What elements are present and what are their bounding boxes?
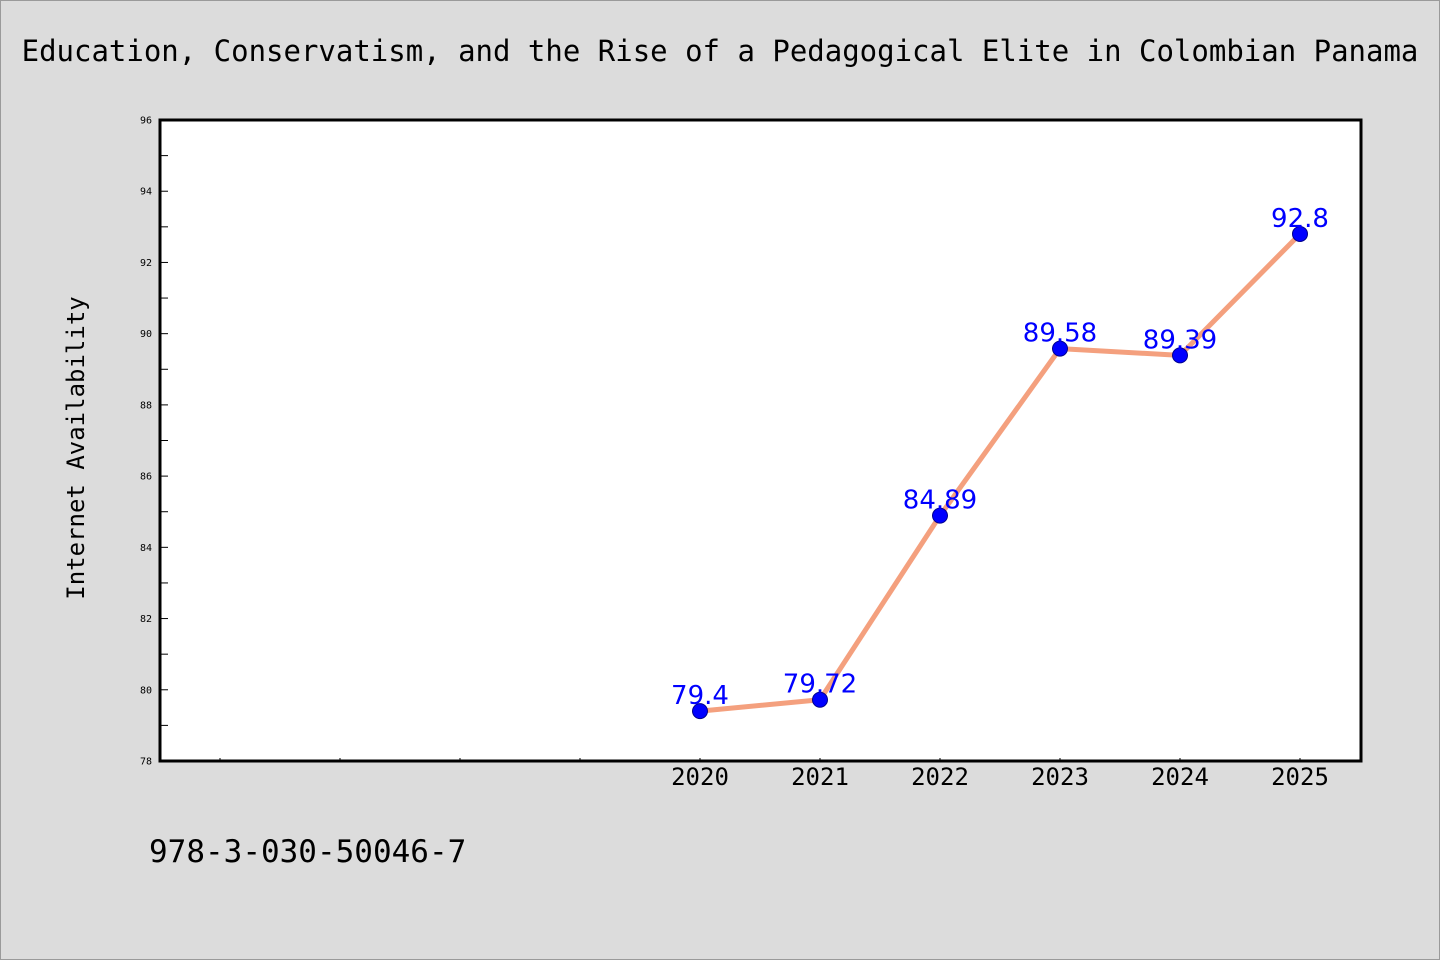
x-tick-label: 2021 (791, 763, 849, 791)
plot-area (160, 120, 1361, 761)
data-points (692, 225, 1308, 720)
y-tick-label: 80 (140, 685, 152, 696)
isbn-text: 978-3-030-50046-7 (149, 834, 467, 870)
x-tick-label: 2025 (1271, 763, 1329, 791)
data-point (1292, 225, 1308, 242)
chart-title: Education, Conservatism, and the Rise of… (21, 34, 1419, 68)
data-label: 84.89 (903, 486, 977, 516)
data-point (812, 691, 828, 708)
y-tick-label: 96 (140, 116, 152, 127)
y-tick-label: 82 (140, 614, 152, 625)
x-tick-label: 2022 (911, 763, 969, 791)
data-label: 89.58 (1023, 319, 1097, 349)
y-tick-label: 84 (140, 543, 152, 554)
x-tick-label: 2024 (1151, 763, 1209, 791)
y-tick-label: 88 (140, 400, 152, 411)
data-label: 79.72 (783, 670, 857, 700)
plot-border (158, 118, 1363, 763)
data-point (1172, 347, 1188, 364)
data-labels: 79.4 79.72 84.89 89.58 89.39 92.8 (671, 204, 1329, 711)
y-tick-label: 90 (140, 329, 152, 340)
y-tick-label: 86 (140, 472, 152, 483)
data-point (692, 703, 708, 720)
series-line (697, 231, 1303, 714)
y-tick-label: 78 (140, 757, 152, 768)
y-tick-label: 92 (140, 258, 152, 269)
x-tick-labels: 2020 2021 2022 2023 2024 2025 (671, 758, 1329, 791)
x-tick-label: 2020 (671, 763, 729, 791)
data-point (1052, 340, 1068, 357)
y-tick-label: 94 (140, 187, 152, 198)
data-label: 92.8 (1271, 204, 1329, 234)
data-point (932, 507, 948, 524)
y-tick-labels: 78 80 82 84 86 88 90 92 94 96 (140, 116, 152, 768)
data-label: 79.4 (671, 681, 729, 711)
data-label: 89.39 (1143, 325, 1217, 355)
x-tick-label: 2023 (1031, 763, 1089, 791)
series-polyline (697, 231, 1303, 714)
